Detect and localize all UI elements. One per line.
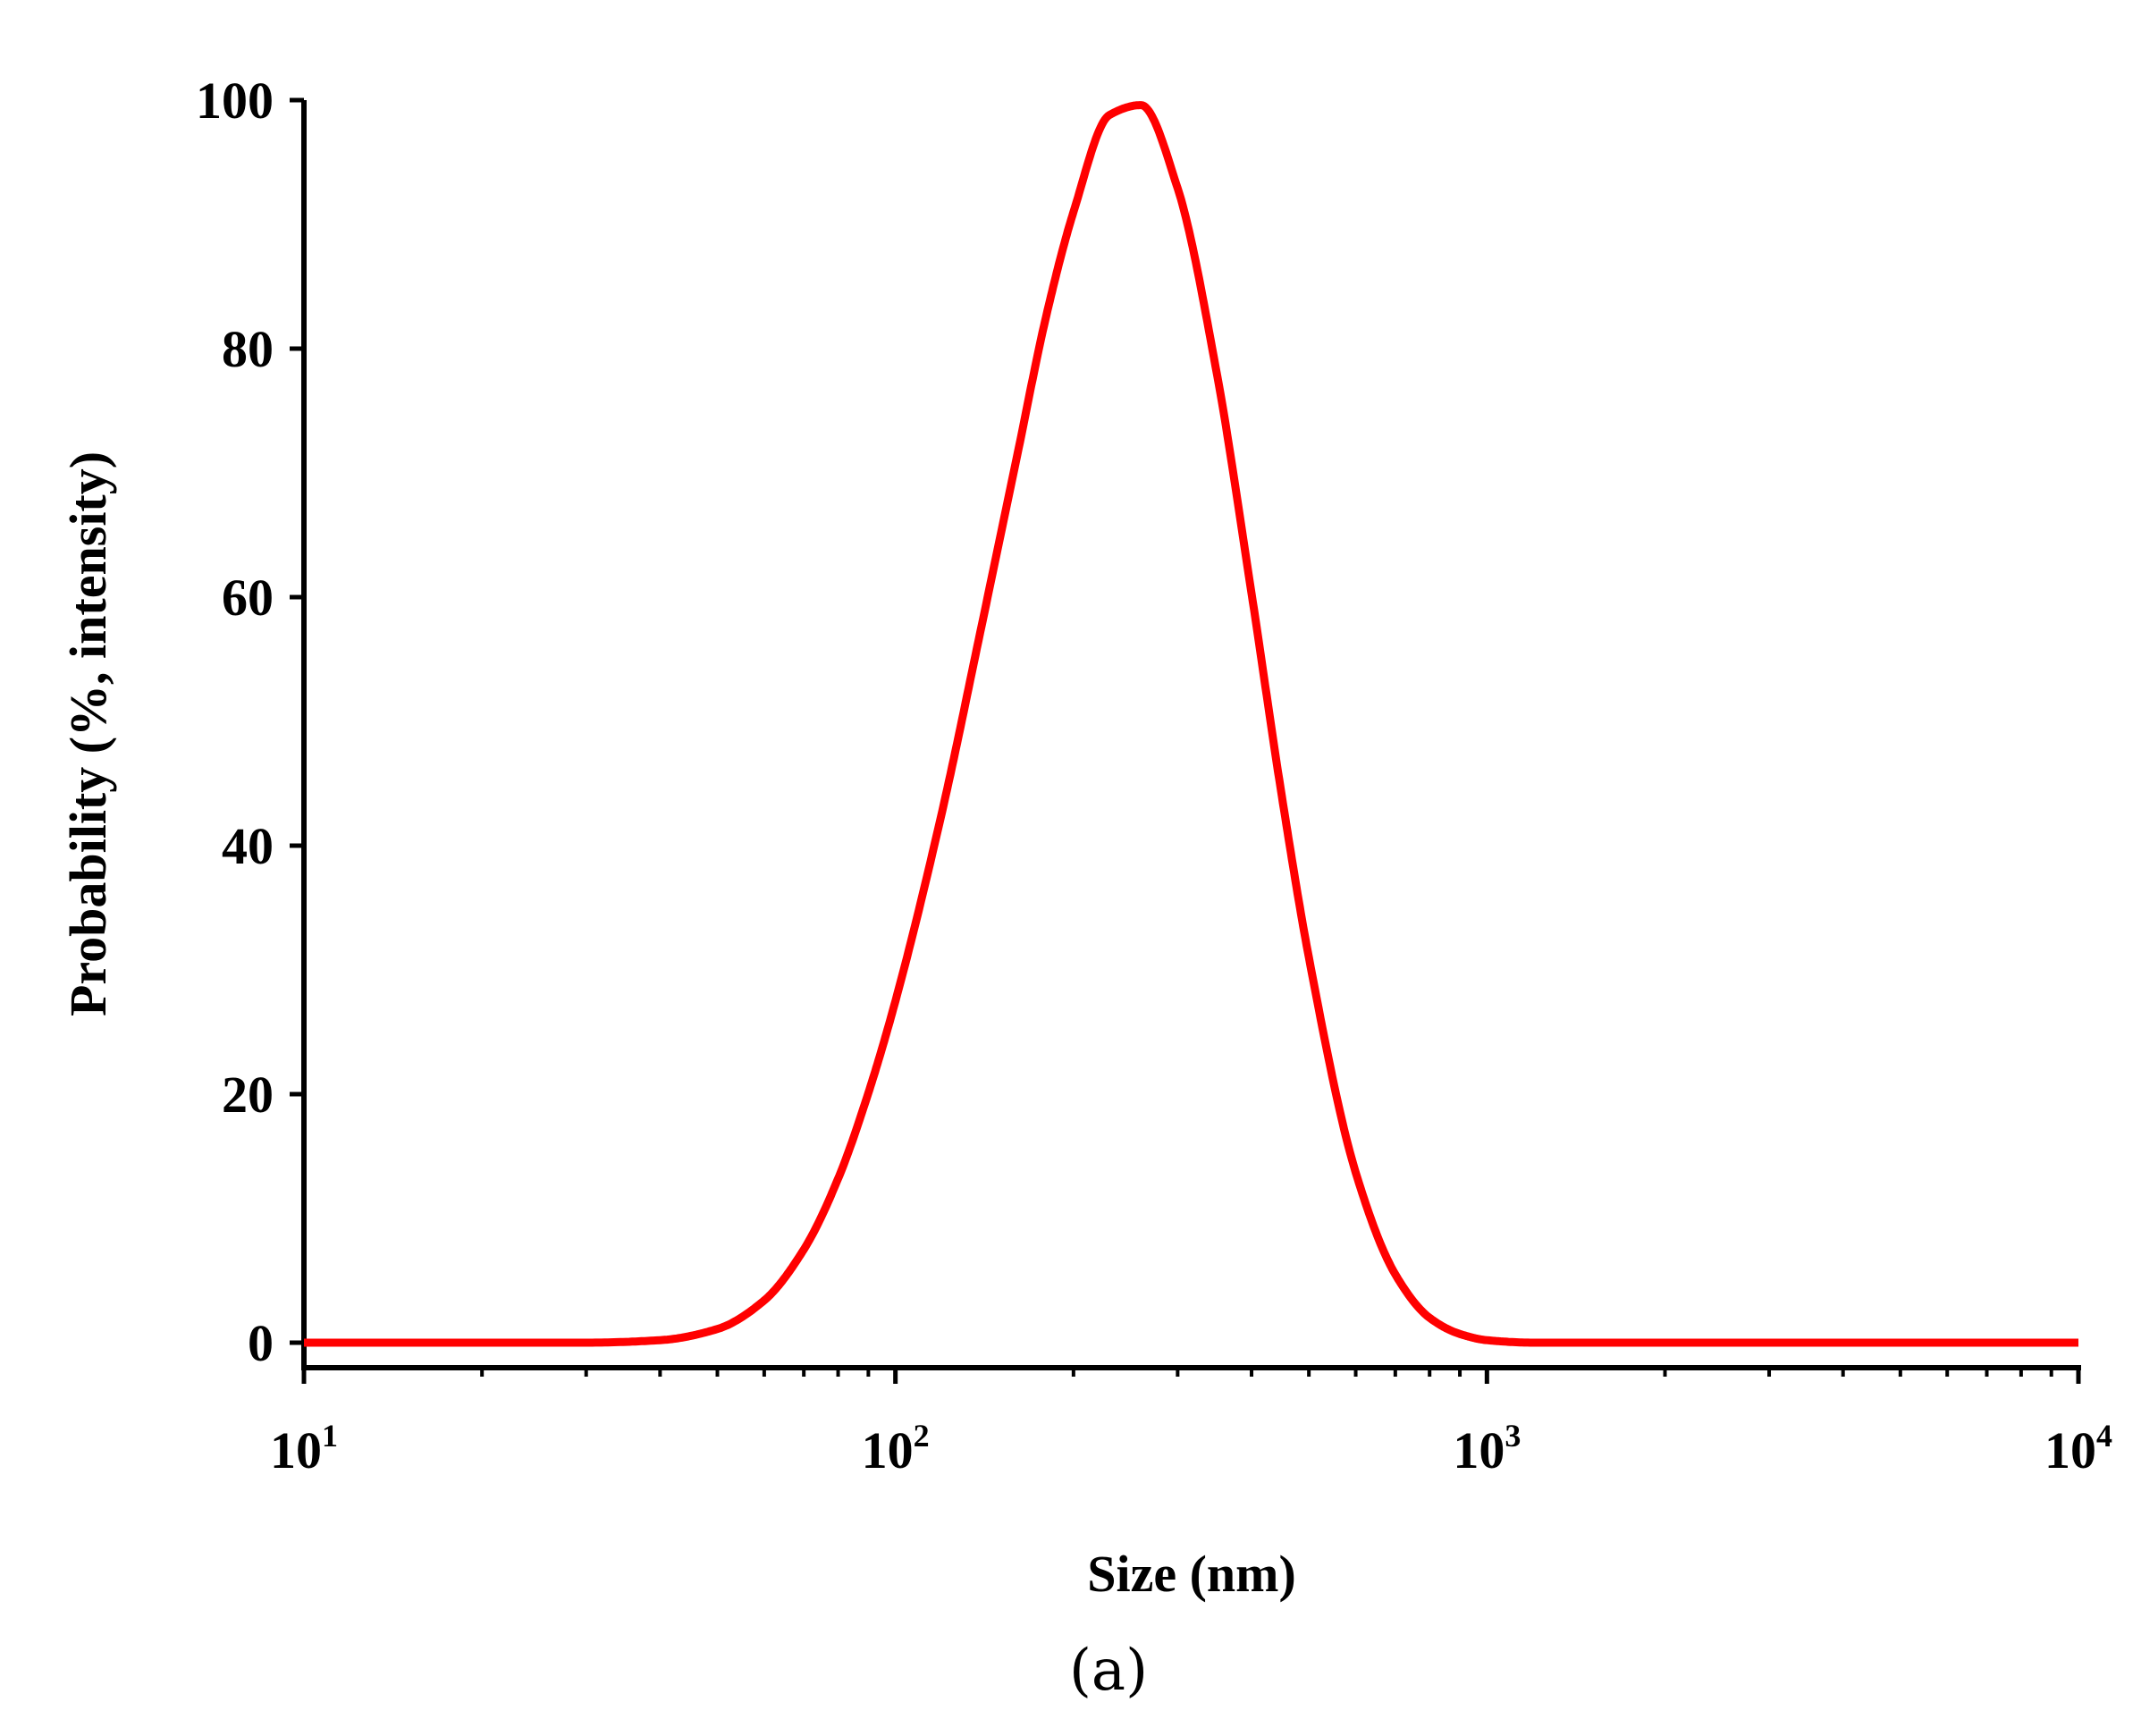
x-tick-label-base: 10 (1453, 1421, 1505, 1479)
y-axis-title: Probability (%, intensity) (59, 451, 117, 1016)
x-ticks: 101 102 103 104 (270, 1368, 2112, 1479)
x-tick-label: 104 (2044, 1418, 2112, 1479)
x-tick-label-base: 10 (270, 1421, 322, 1479)
x-tick-label-base: 10 (862, 1421, 914, 1479)
y-tick-label: 100 (196, 72, 274, 130)
x-tick-label-exp: 2 (914, 1418, 930, 1454)
series-layer (304, 101, 2078, 1347)
x-tick-label-exp: 4 (2096, 1418, 2112, 1454)
x-tick-label-exp: 3 (1505, 1418, 1521, 1454)
x-tick-label: 102 (862, 1418, 930, 1479)
y-tick-label: 0 (248, 1314, 274, 1372)
x-tick-label: 101 (270, 1418, 338, 1479)
y-tick-label: 80 (222, 320, 274, 378)
y-tick-label: 20 (222, 1066, 274, 1124)
y-tick-label: 40 (222, 817, 274, 875)
x-axis-title: Size (nm) (1087, 1545, 1296, 1603)
y-tick-label: 60 (222, 569, 274, 627)
panel-label: (a) (1069, 1638, 1148, 1704)
y-ticks: 0 20 40 60 80 100 (196, 72, 304, 1372)
x-tick-label: 103 (1453, 1418, 1521, 1479)
series-line-0 (304, 101, 2078, 1347)
x-tick-label-base: 10 (2044, 1421, 2096, 1479)
x-tick-label-exp: 1 (322, 1418, 338, 1454)
